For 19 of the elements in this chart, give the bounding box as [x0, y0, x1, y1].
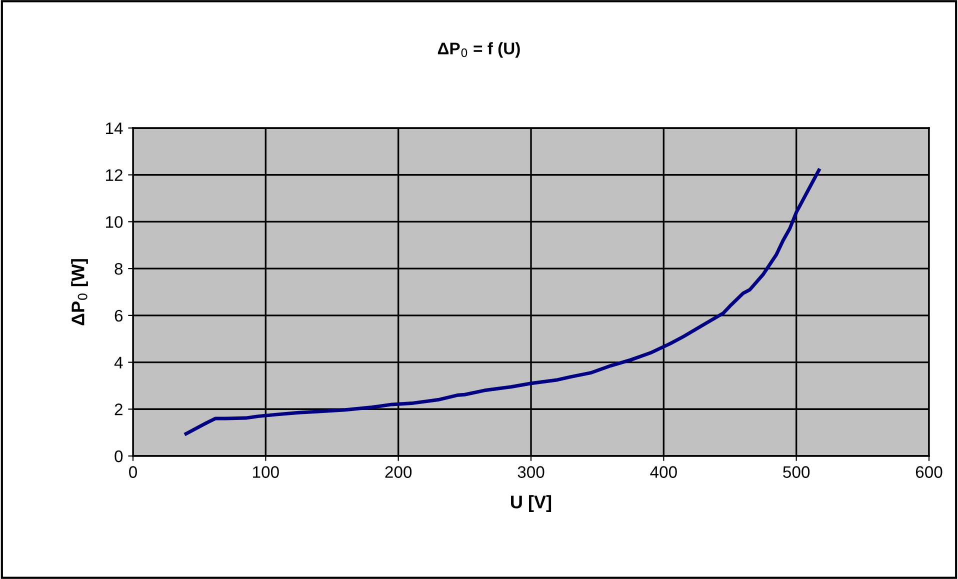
x-axis-title: U [V]: [511, 495, 552, 512]
y-tick-label: 10: [106, 216, 123, 228]
chart-title: ΔP$_{0}$ = f (U): [438, 42, 520, 58]
y-tick-label: 2: [114, 404, 122, 416]
y-tick-label: 6: [114, 310, 123, 322]
y-tick-label: 8: [114, 262, 123, 275]
x-tick-label: 100: [253, 466, 279, 478]
x-tick-label: 600: [916, 466, 942, 478]
y-tick-label: 14: [106, 122, 123, 134]
y-tick-label: 4: [114, 356, 123, 368]
x-tick-label: 0: [129, 466, 137, 478]
y-axis-title: ΔP$_{0}$ [W]: [71, 259, 88, 326]
x-tick-label: 400: [650, 466, 677, 478]
y-tick-label: 0: [114, 450, 123, 462]
x-tick-label: 300: [518, 466, 544, 478]
x-tick-label: 200: [385, 466, 412, 478]
y-tick-label: 12: [106, 169, 122, 181]
line-series: [184, 168, 821, 436]
x-tick-label: 500: [783, 466, 810, 478]
